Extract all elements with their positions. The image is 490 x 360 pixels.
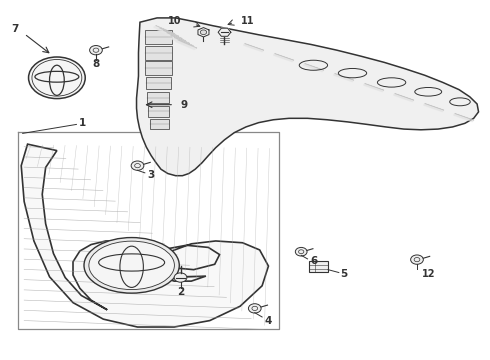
FancyBboxPatch shape xyxy=(145,31,172,44)
Circle shape xyxy=(411,255,423,264)
FancyBboxPatch shape xyxy=(147,92,169,103)
FancyBboxPatch shape xyxy=(147,77,171,89)
Polygon shape xyxy=(334,74,354,82)
Polygon shape xyxy=(154,26,174,35)
Text: 1: 1 xyxy=(79,118,86,128)
Polygon shape xyxy=(175,40,196,49)
Polygon shape xyxy=(244,44,264,51)
FancyBboxPatch shape xyxy=(148,106,169,117)
Circle shape xyxy=(295,247,307,256)
Polygon shape xyxy=(218,28,231,36)
Circle shape xyxy=(200,30,207,35)
Text: 6: 6 xyxy=(311,256,318,266)
FancyBboxPatch shape xyxy=(150,120,169,130)
Circle shape xyxy=(174,273,187,282)
Polygon shape xyxy=(273,54,294,62)
Text: 7: 7 xyxy=(12,24,19,34)
FancyBboxPatch shape xyxy=(309,261,328,272)
Text: 9: 9 xyxy=(180,100,188,110)
Text: 5: 5 xyxy=(340,269,347,279)
Polygon shape xyxy=(172,38,193,47)
Ellipse shape xyxy=(89,241,174,289)
Polygon shape xyxy=(364,84,384,91)
FancyBboxPatch shape xyxy=(145,61,172,75)
Polygon shape xyxy=(161,31,182,40)
Text: 10: 10 xyxy=(168,17,181,27)
Polygon shape xyxy=(393,94,414,102)
Text: 11: 11 xyxy=(241,17,255,27)
Polygon shape xyxy=(424,104,443,112)
Polygon shape xyxy=(304,64,323,72)
Polygon shape xyxy=(21,144,269,327)
Circle shape xyxy=(90,45,102,55)
Text: 12: 12 xyxy=(421,269,435,279)
Polygon shape xyxy=(157,28,178,37)
Circle shape xyxy=(131,161,144,170)
FancyBboxPatch shape xyxy=(145,46,172,59)
Text: 2: 2 xyxy=(177,287,184,297)
Text: 3: 3 xyxy=(147,170,155,180)
Polygon shape xyxy=(454,114,474,122)
Circle shape xyxy=(28,57,85,99)
Polygon shape xyxy=(168,35,189,45)
Polygon shape xyxy=(165,33,186,42)
Polygon shape xyxy=(137,18,479,176)
Polygon shape xyxy=(198,28,209,37)
Ellipse shape xyxy=(84,238,179,293)
Text: 8: 8 xyxy=(92,59,99,69)
Circle shape xyxy=(248,304,261,313)
Text: 4: 4 xyxy=(265,316,272,325)
